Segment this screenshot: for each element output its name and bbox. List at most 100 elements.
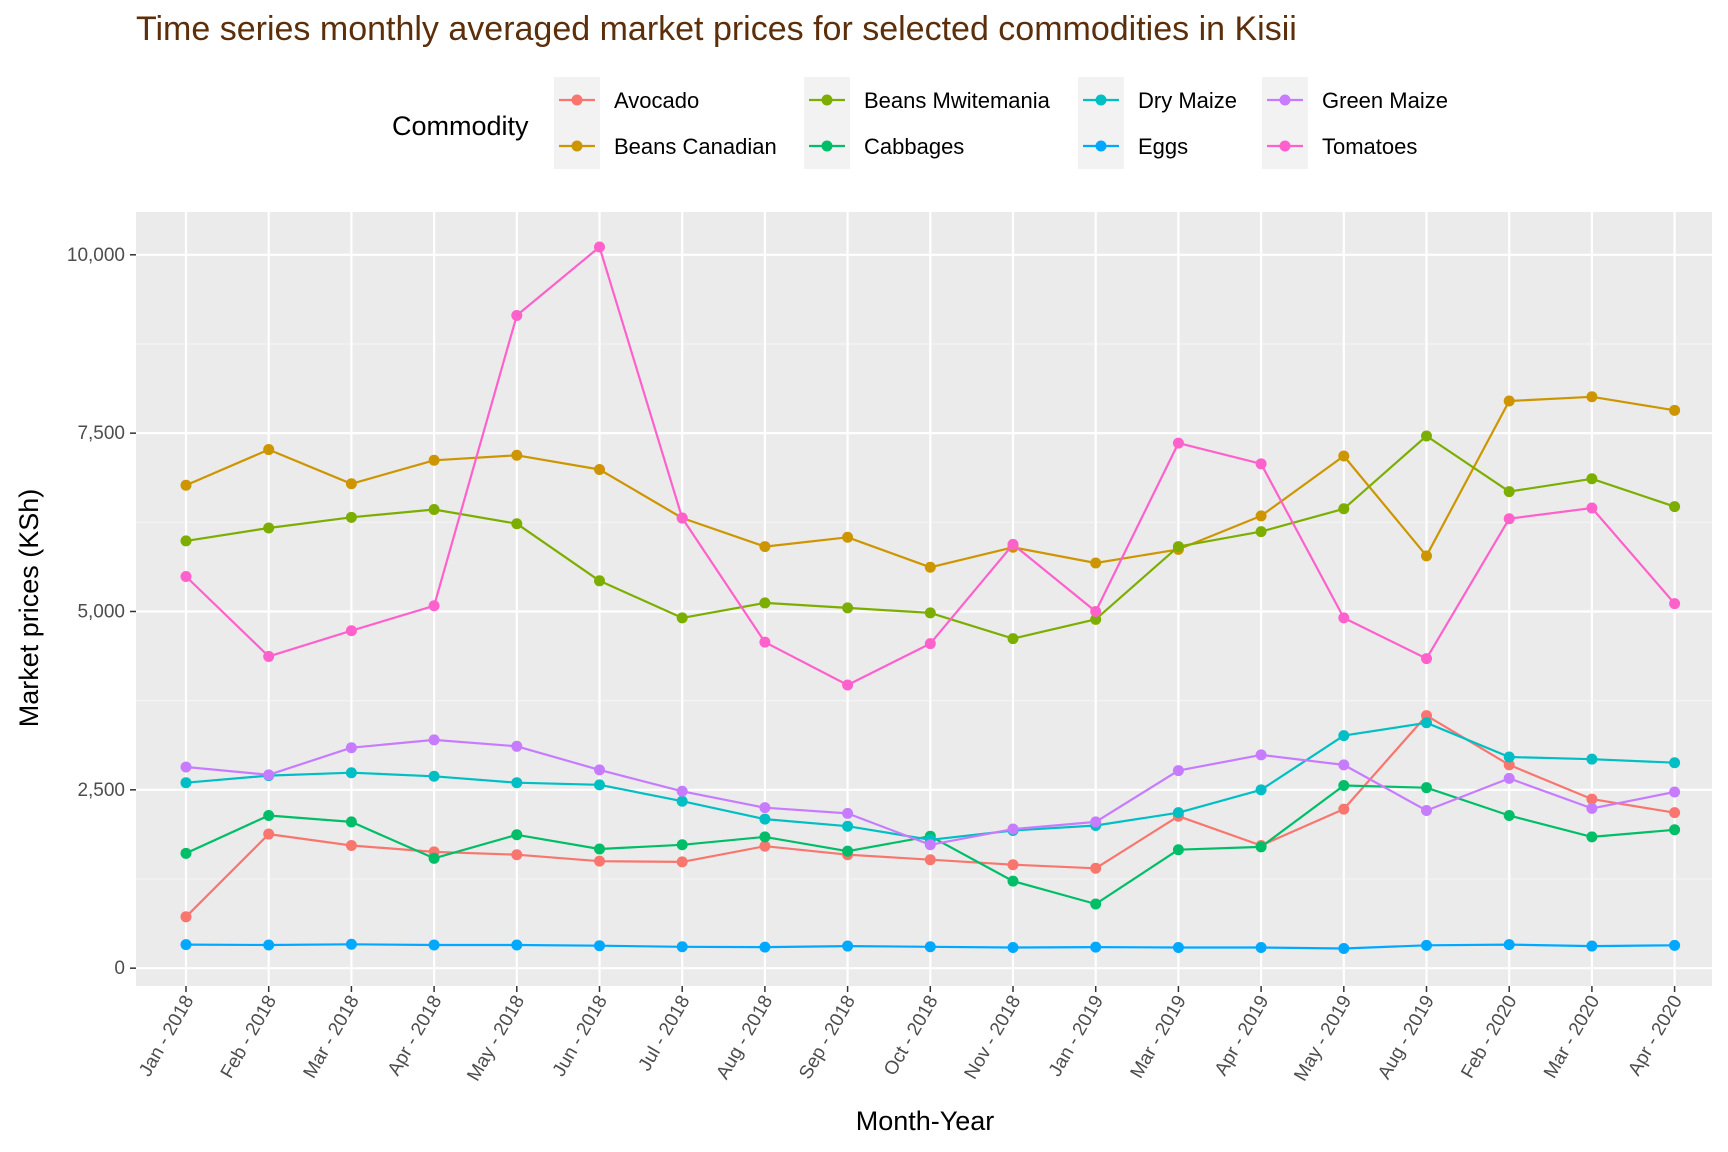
data-point-cabbages	[842, 845, 854, 857]
data-point-beans-canadian	[1503, 395, 1515, 407]
data-point-beans-mwitemania	[1090, 613, 1102, 625]
data-point-tomatoes	[924, 638, 936, 650]
legend-key-point	[1279, 140, 1291, 152]
data-point-green-maize	[1669, 786, 1681, 798]
y-tick-label: 10,000	[67, 245, 125, 266]
data-point-eggs	[842, 940, 854, 952]
legend-key-point	[1095, 94, 1107, 106]
data-point-beans-canadian	[759, 541, 771, 553]
x-tick-label: Feb - 2020	[1457, 992, 1521, 1082]
legend-key-point	[1279, 94, 1291, 106]
data-point-eggs	[1421, 939, 1432, 951]
data-point-tomatoes	[842, 679, 854, 691]
data-point-green-maize	[180, 761, 192, 773]
data-point-beans-canadian	[1255, 510, 1267, 522]
data-point-eggs	[594, 940, 605, 952]
data-point-eggs	[1669, 939, 1681, 951]
data-point-beans-mwitemania	[924, 607, 936, 619]
x-axis: Jan - 2018 Feb - 2018 Mar - 2018 Apr - 2018…	[135, 986, 1687, 1085]
data-point-cabbages	[1338, 780, 1350, 792]
data-point-green-maize	[1338, 759, 1350, 771]
legend-item-avocado: Avocado	[554, 77, 699, 123]
y-tick-label: 0	[114, 958, 125, 979]
data-point-beans-mwitemania	[511, 518, 523, 530]
data-point-beans-mwitemania	[594, 575, 605, 587]
legend-label: Tomatoes	[1322, 134, 1417, 159]
legend-key-point	[821, 140, 833, 152]
data-point-beans-mwitemania	[345, 511, 357, 523]
data-point-tomatoes	[1090, 605, 1102, 617]
data-point-cabbages	[676, 839, 688, 851]
data-point-tomatoes	[1007, 538, 1019, 550]
data-point-cabbages	[1669, 824, 1681, 836]
legend-label: Green Maize	[1322, 88, 1448, 113]
data-point-dry-maize	[180, 777, 192, 789]
data-point-green-maize	[1421, 805, 1432, 817]
data-point-green-maize	[263, 769, 275, 781]
data-point-cabbages	[180, 847, 192, 859]
data-point-green-maize	[1172, 765, 1184, 777]
legend-label: Avocado	[614, 88, 699, 113]
legend: Commodity Avocado Beans Canadian Beans Mwi…	[392, 77, 1448, 169]
data-point-green-maize	[676, 785, 688, 797]
legend-key-point	[571, 94, 583, 106]
data-point-cabbages	[428, 852, 440, 864]
data-point-beans-mwitemania	[1586, 473, 1598, 485]
data-point-eggs	[1090, 941, 1102, 953]
legend-label: Eggs	[1138, 134, 1188, 159]
legend-key-point	[1095, 140, 1107, 152]
data-point-eggs	[924, 941, 936, 953]
data-point-dry-maize	[1338, 730, 1350, 742]
data-point-eggs	[180, 939, 192, 951]
x-tick-label: Nov - 2018	[961, 992, 1026, 1083]
data-point-beans-canadian	[1669, 404, 1681, 416]
legend-items: Avocado Beans Canadian Beans Mwitemania Cab…	[554, 77, 1448, 169]
x-tick-label: Jan - 2019	[1045, 992, 1108, 1080]
data-point-beans-mwitemania	[1172, 541, 1184, 553]
data-point-beans-canadian	[345, 478, 357, 490]
legend-item-beans-mwitemania: Beans Mwitemania	[804, 77, 1051, 123]
series-layer	[180, 241, 1681, 955]
data-point-tomatoes	[345, 625, 357, 637]
data-point-dry-maize	[428, 770, 440, 782]
data-point-beans-mwitemania	[1255, 526, 1267, 538]
data-point-avocado	[1090, 862, 1102, 874]
data-point-tomatoes	[511, 309, 523, 321]
data-point-tomatoes	[180, 571, 192, 583]
data-point-tomatoes	[1338, 612, 1350, 624]
data-point-beans-canadian	[428, 454, 440, 466]
data-point-dry-maize	[345, 767, 357, 779]
x-tick-label: May - 2019	[1290, 992, 1356, 1085]
data-point-dry-maize	[1421, 717, 1432, 729]
data-point-beans-canadian	[263, 444, 275, 456]
data-point-beans-canadian	[511, 449, 523, 461]
data-point-avocado	[594, 855, 605, 867]
data-point-eggs	[1007, 941, 1019, 953]
data-point-cabbages	[345, 816, 357, 828]
x-tick-label: Feb - 2018	[217, 992, 281, 1082]
series-tomatoes	[180, 241, 1681, 691]
data-point-beans-canadian	[842, 531, 854, 543]
legend-key-point	[821, 94, 833, 106]
data-point-avocado	[1007, 859, 1019, 871]
data-point-green-maize	[1090, 816, 1102, 828]
legend-label: Cabbages	[864, 134, 964, 159]
data-point-green-maize	[1586, 802, 1598, 814]
data-point-eggs	[676, 941, 688, 953]
data-point-avocado	[1503, 759, 1515, 771]
data-point-eggs	[263, 939, 275, 951]
data-point-tomatoes	[759, 636, 771, 648]
data-point-dry-maize	[676, 795, 688, 807]
data-point-green-maize	[345, 742, 357, 754]
legend-item-eggs: Eggs	[1078, 123, 1188, 169]
data-point-cabbages	[1421, 782, 1432, 794]
data-point-green-maize	[759, 802, 771, 814]
x-tick-label: Mar - 2018	[300, 992, 364, 1082]
data-point-avocado	[511, 849, 523, 861]
data-point-tomatoes	[263, 650, 275, 662]
x-tick-label: Oct - 2018	[880, 992, 943, 1079]
x-tick-label: Apr - 2018	[384, 992, 447, 1079]
data-point-beans-mwitemania	[263, 522, 275, 534]
y-axis-title: Market prices (KSh)	[14, 489, 44, 728]
